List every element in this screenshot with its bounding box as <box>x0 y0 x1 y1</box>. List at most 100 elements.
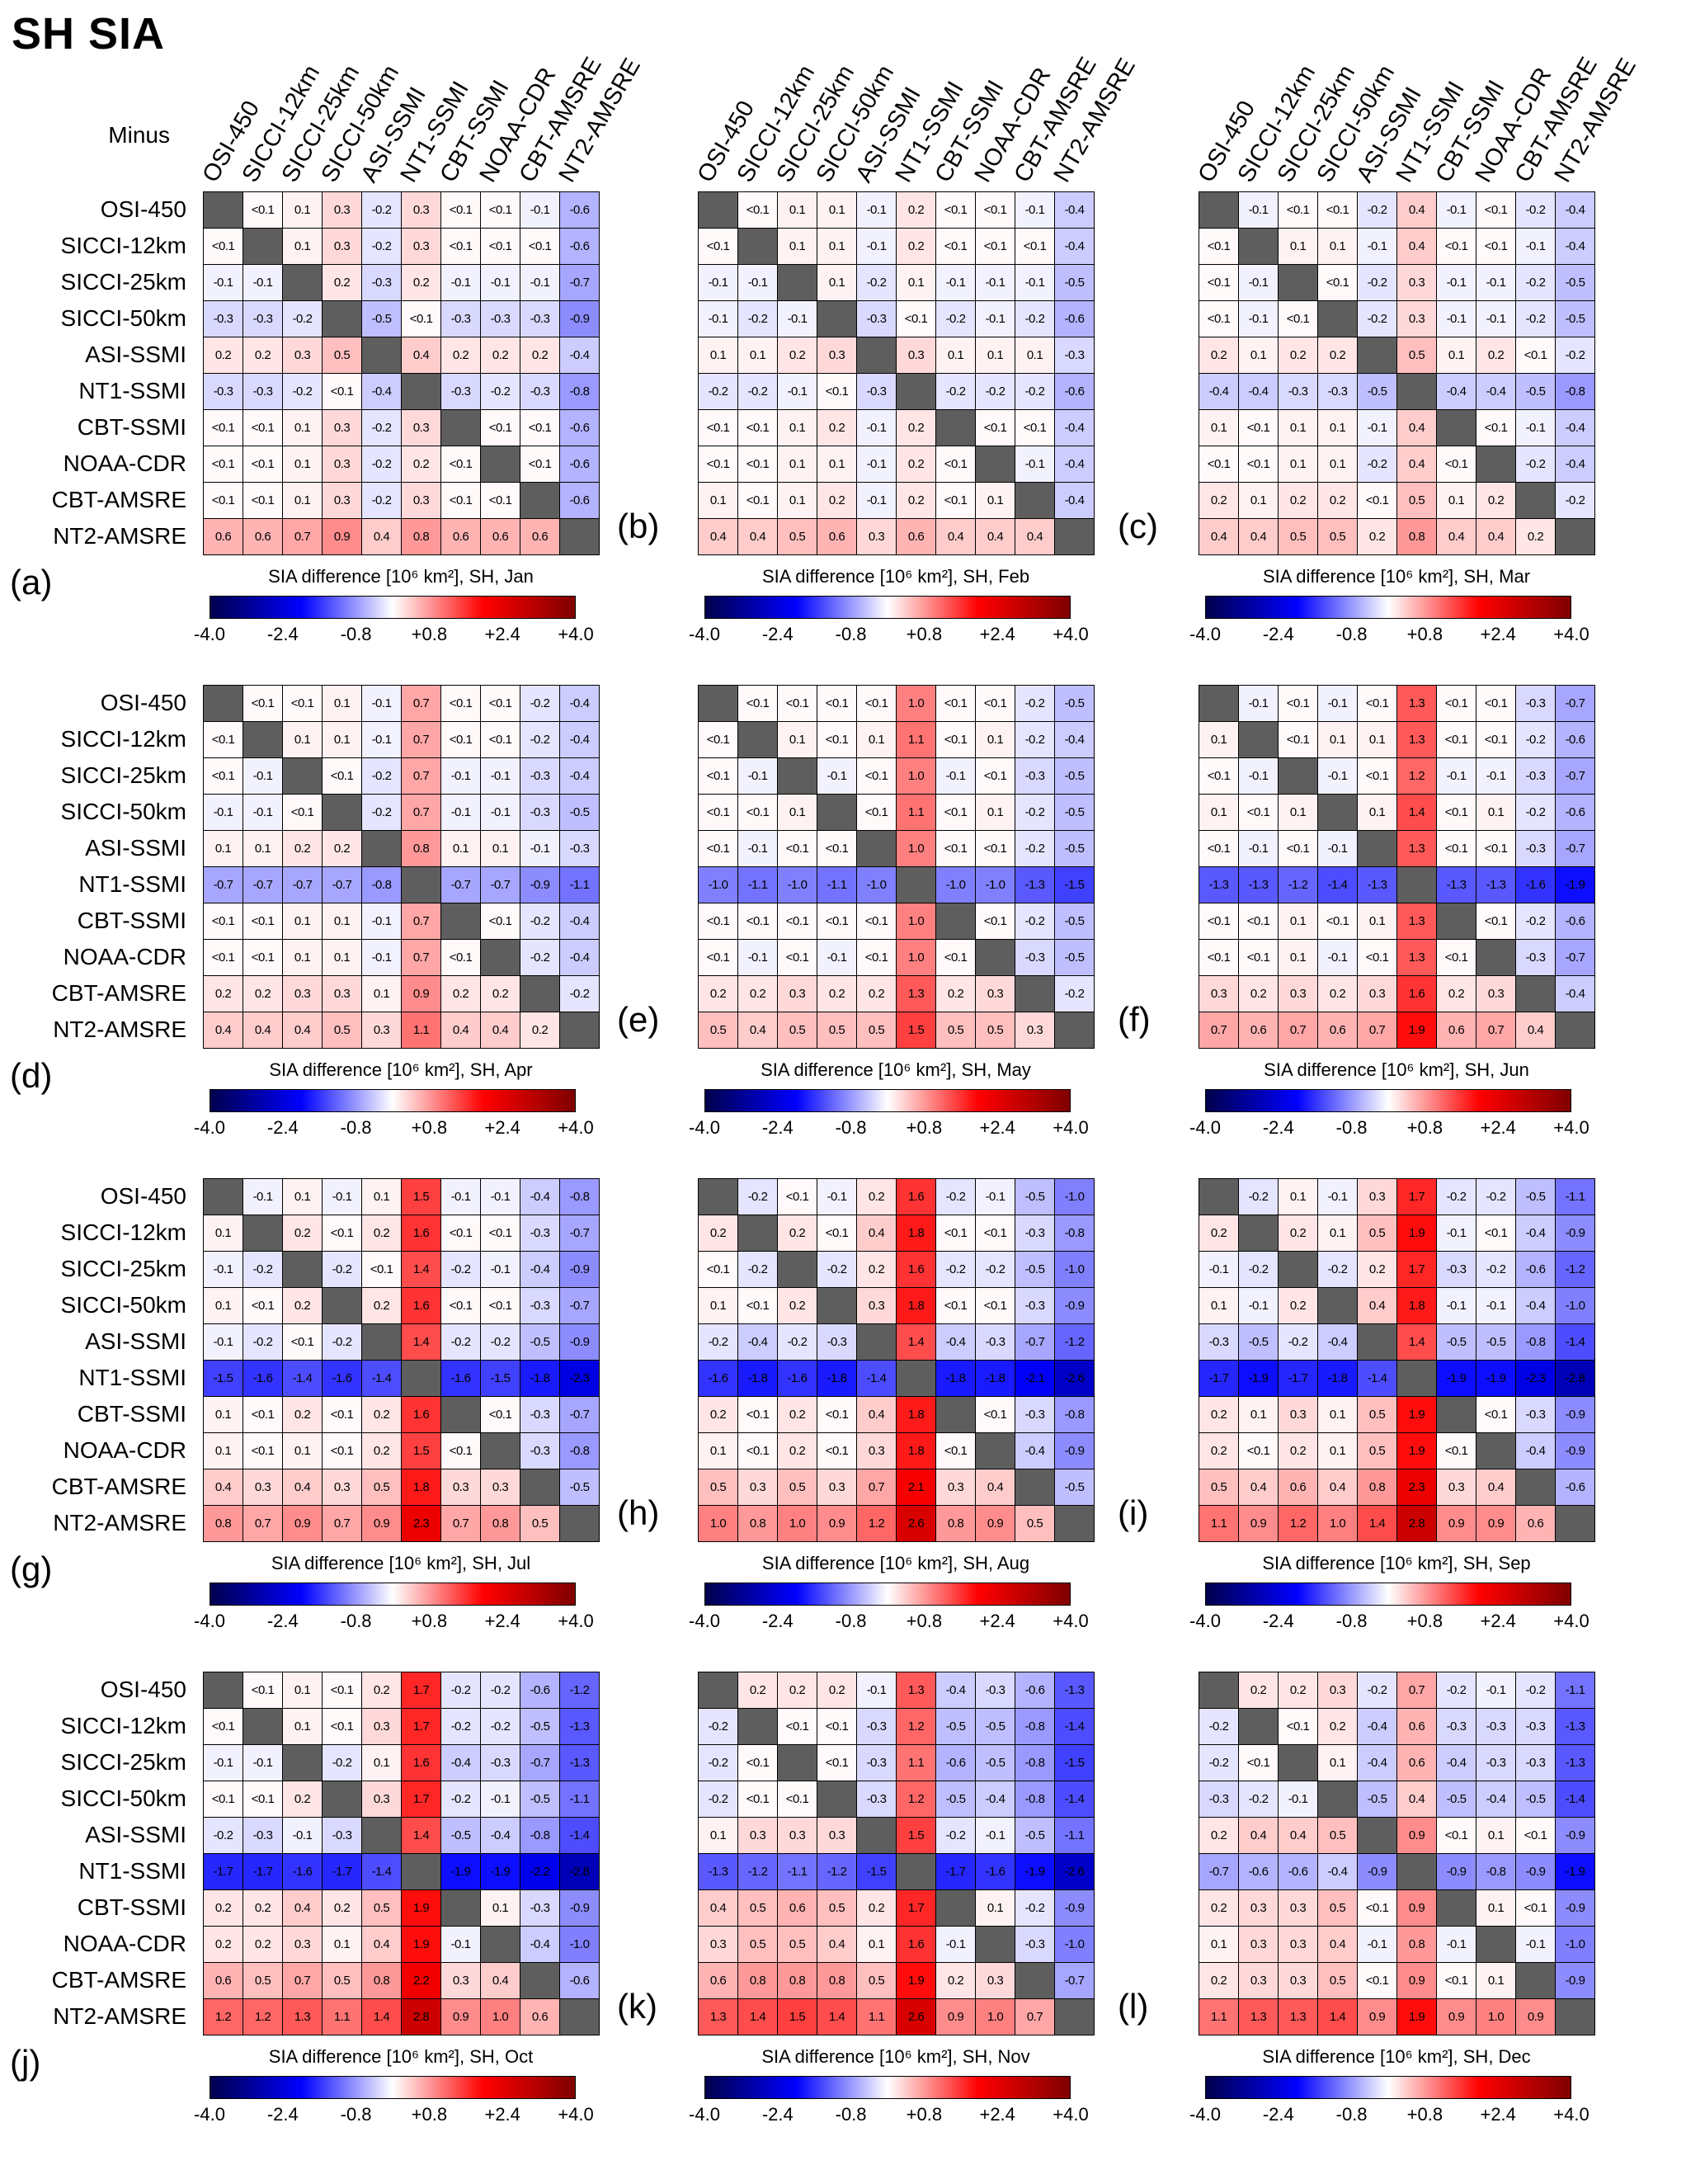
matrix-cell: <0.1 <box>243 940 283 976</box>
matrix-cell: -0.4 <box>936 1672 976 1709</box>
matrix-cell: 0.5 <box>323 1963 362 1999</box>
matrix-cell: -0.1 <box>1516 1927 1556 1963</box>
matrix-cell: -0.4 <box>520 1179 560 1215</box>
matrix-cell: 0.1 <box>897 265 936 301</box>
matrix-cell: 0.1 <box>1318 446 1358 483</box>
colorbar-tick-label: +2.4 <box>1480 624 1516 644</box>
colorbar-title: SIA difference [10⁶ km²], SH, May <box>761 1059 1031 1080</box>
matrix-cell: 1.1 <box>1199 1506 1239 1542</box>
matrix-cell: -1.0 <box>936 867 976 903</box>
matrix-cell: -0.5 <box>1055 758 1095 795</box>
matrix-cell: -0.3 <box>1437 1709 1476 1745</box>
matrix-cell: 1.6 <box>402 1745 441 1781</box>
matrix-cell: 0.1 <box>778 410 817 446</box>
matrix-cell: -1.6 <box>323 1361 362 1397</box>
matrix-cell: 1.3 <box>699 1999 738 2035</box>
matrix-cell: -0.5 <box>1437 1324 1476 1361</box>
matrix-cell: 0.4 <box>1476 1469 1516 1506</box>
matrix-cell: <0.1 <box>857 686 897 722</box>
matrix-cell: 1.1 <box>857 1999 897 2035</box>
matrix-cell: 0.2 <box>778 1433 817 1469</box>
matrix-cell: -0.1 <box>1015 446 1055 483</box>
matrix-cell: 0.1 <box>778 722 817 758</box>
matrix-cell: 0.1 <box>699 337 738 374</box>
matrix-cell: 0.2 <box>243 1890 283 1927</box>
matrix-cell: 0.2 <box>1279 337 1318 374</box>
matrix-cell: -0.4 <box>738 1324 778 1361</box>
matrix-cell-diagonal <box>1556 1506 1595 1542</box>
matrix-cell: -0.7 <box>1015 1324 1055 1361</box>
matrix-cell: -0.1 <box>520 192 560 229</box>
matrix-cell: <0.1 <box>936 722 976 758</box>
colorbar-tick-label: -4.0 <box>689 1117 720 1138</box>
matrix-cell: 0.7 <box>857 1469 897 1506</box>
matrix-cell: -0.6 <box>560 483 600 519</box>
matrix-cell: <0.1 <box>976 903 1015 940</box>
matrix-cell: <0.1 <box>936 229 976 265</box>
matrix-cell: -0.5 <box>936 1781 976 1818</box>
matrix-cell: <0.1 <box>1239 903 1279 940</box>
matrix-cell: -0.1 <box>1437 1927 1476 1963</box>
matrix-cell: 0.2 <box>1199 1397 1239 1433</box>
matrix-cell: 0.3 <box>857 1288 897 1324</box>
matrix-cell: -0.1 <box>1239 1288 1279 1324</box>
matrix-cell: -1.2 <box>1279 867 1318 903</box>
matrix-cell: -0.1 <box>204 1324 243 1361</box>
matrix-cell: 0.4 <box>1516 1012 1556 1049</box>
matrix-cell: 0.1 <box>283 903 323 940</box>
matrix-cell: 0.6 <box>243 519 283 555</box>
matrix-cell: -0.1 <box>817 940 857 976</box>
matrix-cell: 0.5 <box>1318 519 1358 555</box>
matrix-cell: -1.8 <box>520 1361 560 1397</box>
matrix-cell: -0.4 <box>1055 229 1095 265</box>
matrix-cell: -0.2 <box>1516 903 1556 940</box>
matrix-cell: -0.6 <box>520 1672 560 1709</box>
matrix-cell: 0.2 <box>204 976 243 1012</box>
matrix-cell: 0.5 <box>1015 1506 1055 1542</box>
matrix-cell: -0.2 <box>1015 795 1055 831</box>
matrix-cell: 0.1 <box>1279 229 1318 265</box>
matrix-cell-diagonal <box>1279 758 1318 795</box>
matrix-cell: 0.3 <box>323 192 362 229</box>
row-label: SICCI-25km <box>60 269 186 295</box>
matrix-cell: 0.1 <box>1358 722 1397 758</box>
row-label: SICCI-50km <box>60 1292 186 1318</box>
colorbar-tick-label: +0.8 <box>906 1117 943 1138</box>
matrix-cell: -0.4 <box>1055 722 1095 758</box>
matrix-cell: <0.1 <box>441 940 481 976</box>
matrix-cell: -1.3 <box>1556 1745 1595 1781</box>
matrix-cell-diagonal <box>738 1215 778 1252</box>
matrix-cell: -0.7 <box>520 1745 560 1781</box>
matrix-cell: 0.3 <box>817 337 857 374</box>
matrix-cell: -0.1 <box>699 301 738 337</box>
matrix-cell-diagonal <box>283 1745 323 1781</box>
matrix-cell: -0.9 <box>1055 1288 1095 1324</box>
matrix-cell: 0.3 <box>1437 1469 1476 1506</box>
colorbar-tick-label: +2.4 <box>484 624 520 644</box>
matrix-cell: 1.7 <box>1397 1252 1437 1288</box>
matrix-cell: -1.4 <box>1055 1709 1095 1745</box>
matrix-cell: 0.4 <box>283 1469 323 1506</box>
matrix-cell: <0.1 <box>1358 483 1397 519</box>
heatmap-matrix-dec: 0.2 0.2 0.3 -0.2 0.7 -0.2 -0.1 -0.2 -1.1 -0.2 <0.1… <box>1199 1672 1595 2035</box>
minus-label: Minus <box>108 122 170 148</box>
matrix-cell: 0.3 <box>1015 1012 1055 1049</box>
matrix-cell: -0.5 <box>560 795 600 831</box>
matrix-cell: 0.3 <box>817 1469 857 1506</box>
matrix-cell: -0.1 <box>976 301 1015 337</box>
figure-title: SH SIA <box>12 9 166 59</box>
matrix-cell: -0.9 <box>560 1252 600 1288</box>
matrix-cell-diagonal <box>1239 1215 1279 1252</box>
matrix-cell: -0.3 <box>857 1709 897 1745</box>
matrix-cell-diagonal <box>481 1433 520 1469</box>
matrix-cell: 0.4 <box>1397 192 1437 229</box>
matrix-cell: 0.2 <box>283 831 323 867</box>
matrix-cell: 0.1 <box>1279 903 1318 940</box>
matrix-cell-diagonal <box>560 1012 600 1049</box>
matrix-cell: 0.2 <box>1199 337 1239 374</box>
matrix-cell: -0.2 <box>204 1818 243 1854</box>
matrix-cell: -1.1 <box>1055 1818 1095 1854</box>
matrix-cell: -0.1 <box>778 301 817 337</box>
matrix-cell: 0.1 <box>481 831 520 867</box>
matrix-cell: 0.2 <box>778 1397 817 1433</box>
